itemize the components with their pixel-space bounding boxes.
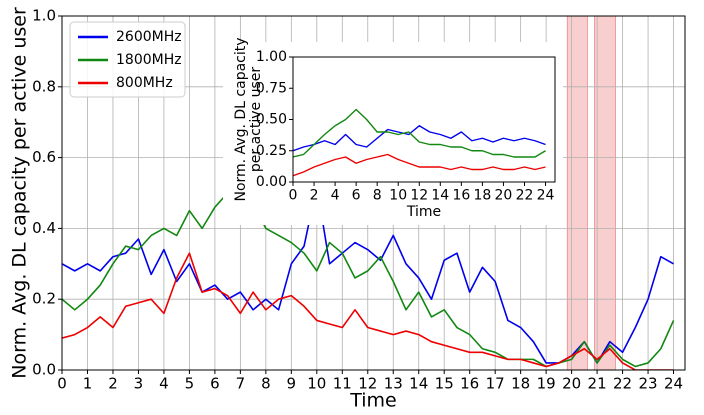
x-tick-label: 18 (473, 187, 491, 203)
x-tick-label: 22 (613, 375, 632, 393)
x-tick-label: 4 (159, 375, 169, 393)
series-line (293, 125, 546, 152)
x-tick-label: 20 (495, 187, 513, 203)
y-tick-label: 0.0 (32, 361, 56, 379)
x-tick-label: 18 (511, 375, 530, 393)
y-axis-label: Norm. Avg. DL capacity per active user (9, 7, 31, 379)
series-line (62, 174, 675, 368)
shaded-region (566, 15, 588, 371)
legend-label: 2600MHz (116, 29, 182, 45)
x-tick-label: 23 (639, 375, 658, 393)
y-tick-label: 0.75 (256, 80, 287, 96)
x-tick-label: 24 (537, 187, 555, 203)
x-tick-label: 3 (134, 375, 144, 393)
x-tick-label: 0 (57, 375, 67, 393)
y-tick-label: 0.50 (256, 112, 287, 128)
x-tick-label: 21 (588, 375, 607, 393)
plot-frame (292, 56, 556, 183)
x-tick-label: 0 (289, 187, 298, 203)
x-tick-label: 22 (516, 187, 534, 203)
x-tick-label: 2 (310, 187, 319, 203)
plot-frame (61, 15, 686, 371)
x-tick-label: 24 (664, 375, 683, 393)
x-tick-label: 10 (307, 375, 326, 393)
x-axis-label: Time (349, 390, 397, 412)
y-tick-label: 0.2 (32, 290, 56, 308)
x-tick-label: 11 (333, 375, 352, 393)
x-tick-label: 4 (331, 187, 340, 203)
x-tick-label: 5 (185, 375, 195, 393)
y-tick-label: 0.6 (32, 148, 56, 166)
x-tick-label: 1 (83, 375, 93, 393)
shaded-region (594, 15, 616, 371)
x-tick-label: 14 (409, 375, 428, 393)
series-line (293, 153, 546, 177)
x-tick-label: 6 (210, 375, 220, 393)
x-tick-label: 14 (431, 187, 449, 203)
x-tick-label: 8 (373, 187, 382, 203)
x-tick-label: 6 (352, 187, 361, 203)
legend-label: 800MHz (116, 75, 173, 91)
y-tick-label: 0.4 (32, 219, 56, 237)
series-line (62, 252, 674, 370)
x-tick-label: 8 (261, 375, 271, 393)
x-tick-label: 16 (460, 375, 479, 393)
y-axis-label: Norm. Avg. DL capacity (233, 37, 249, 201)
x-tick-label: 17 (486, 375, 505, 393)
x-tick-label: 16 (452, 187, 470, 203)
y-tick-label: 0.00 (256, 174, 287, 190)
x-tick-label: 13 (384, 375, 403, 393)
x-tick-label: 12 (410, 187, 428, 203)
x-tick-label: 2 (108, 375, 118, 393)
series-line (293, 108, 546, 158)
x-tick-label: 10 (389, 187, 407, 203)
y-tick-label: 1.0 (32, 7, 56, 25)
x-tick-label: 7 (236, 375, 246, 393)
y-tick-label: 0.8 (32, 77, 56, 95)
x-axis-label: Time (406, 204, 441, 220)
y-tick-label: 1.00 (256, 49, 287, 65)
x-tick-label: 19 (537, 375, 556, 393)
x-tick-label: 12 (358, 375, 377, 393)
y-axis-label: per active user (248, 67, 264, 172)
x-tick-label: 20 (562, 375, 581, 393)
legend-label: 1800MHz (116, 52, 182, 68)
y-tick-label: 0.25 (256, 143, 287, 159)
x-tick-label: 9 (287, 375, 297, 393)
x-tick-label: 15 (435, 375, 454, 393)
legend-box (69, 21, 186, 98)
